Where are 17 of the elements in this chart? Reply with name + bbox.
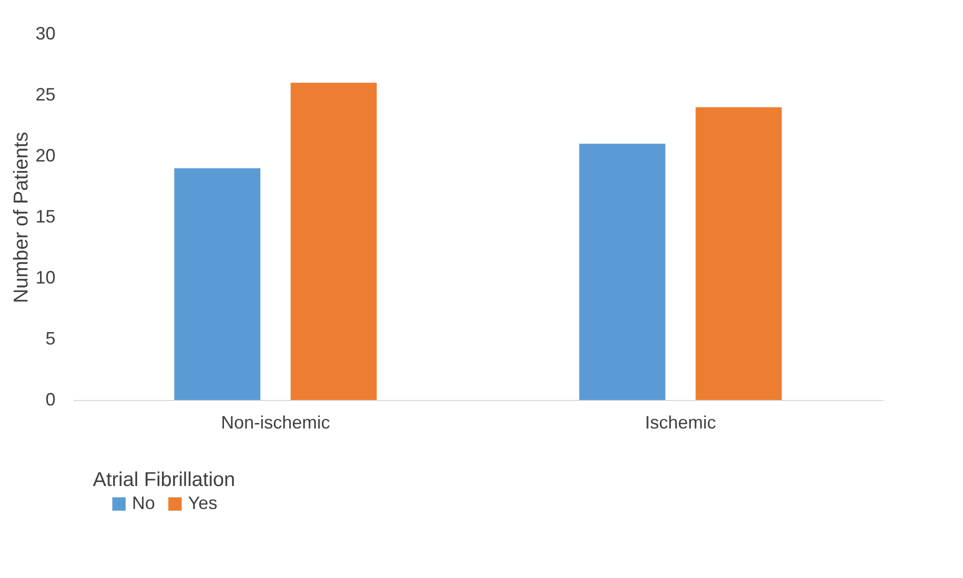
legend-label: No [132, 493, 156, 513]
y-axis-title: Number of Patients [10, 132, 32, 304]
bar [579, 144, 666, 400]
bar [174, 168, 260, 400]
y-tick-label: 15 [35, 206, 56, 226]
legend-title: Atrial Fibrillation [92, 469, 236, 491]
y-tick-label: 0 [45, 390, 56, 410]
y-tick-label: 10 [35, 268, 56, 288]
y-tick-label: 5 [45, 328, 56, 348]
y-tick-label: 25 [35, 84, 56, 104]
bar [696, 107, 782, 400]
y-tick-label: 20 [35, 146, 56, 166]
y-tick-label: 30 [35, 24, 56, 44]
x-tick-label: Non-ischemic [220, 412, 330, 432]
legend-label: Yes [188, 493, 218, 513]
bar [290, 82, 377, 400]
x-tick-label: Ischemic [644, 412, 716, 432]
